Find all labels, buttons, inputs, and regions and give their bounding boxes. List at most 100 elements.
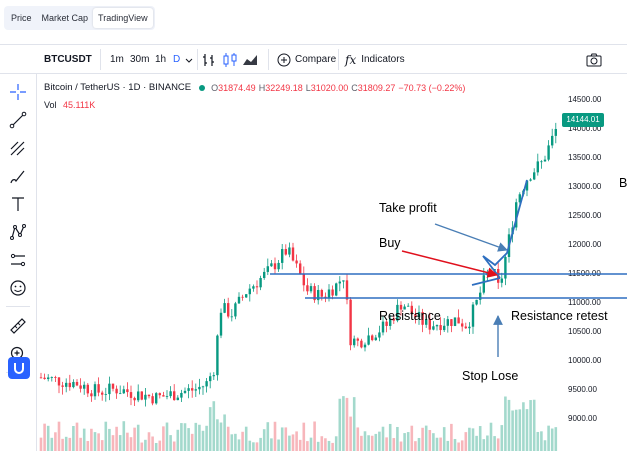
magnet-tool[interactable] — [8, 357, 30, 379]
candle-body — [353, 338, 356, 346]
chart-legend: Bitcoin / TetherUS · 1D · BINANCE O 31874… — [44, 82, 465, 93]
forecast-tool[interactable] — [8, 250, 28, 270]
pattern-tool[interactable] — [8, 222, 28, 242]
close-value: 31809.27 — [357, 82, 396, 93]
interval-1m[interactable]: 1m — [110, 54, 124, 65]
candle-body — [43, 377, 46, 380]
candle-body — [65, 382, 68, 387]
candles-button[interactable] — [222, 45, 238, 74]
price-tick-label: 13500.00 — [568, 153, 602, 162]
volume-bar — [471, 428, 475, 451]
volume-bar — [331, 442, 334, 451]
candle-body — [50, 377, 53, 378]
trade-entry-line — [471, 277, 501, 286]
volume-bar — [306, 441, 309, 451]
interval-1d[interactable]: D — [173, 54, 181, 65]
candle-body — [482, 275, 485, 293]
area-button[interactable] — [242, 45, 258, 74]
price-tick-label: 10500.00 — [568, 327, 602, 336]
volume-bar — [126, 432, 129, 451]
volume-bar — [180, 423, 183, 451]
candle-body — [86, 384, 89, 394]
tab-price[interactable]: Price — [11, 13, 32, 23]
candle-body — [345, 280, 349, 300]
volume-bar — [507, 399, 511, 451]
candle-body — [439, 325, 442, 331]
candle-body — [198, 386, 201, 390]
volume-bar — [345, 397, 349, 451]
volume-bar — [450, 423, 453, 451]
volume-bar — [93, 432, 97, 451]
candle-body — [309, 286, 313, 292]
price-tick-label: 14000.00 — [568, 124, 602, 133]
drawings — [270, 179, 627, 357]
volume-bar — [363, 431, 367, 451]
candle-body — [320, 289, 323, 297]
crosshair-tool[interactable] — [8, 82, 28, 102]
candle-body — [432, 326, 435, 330]
volume-bar — [349, 416, 352, 451]
volume-bar — [262, 429, 266, 451]
screenshot-button[interactable] — [586, 45, 602, 74]
volume-bar — [493, 436, 496, 451]
volume-bar — [410, 425, 414, 451]
candle-body — [97, 384, 100, 393]
ruler-tool[interactable] — [8, 316, 28, 336]
vol-label: Vol — [44, 100, 57, 110]
volume-bar — [90, 428, 93, 451]
volume-bar — [208, 407, 212, 451]
candle-body — [425, 319, 428, 325]
indicators-label: Indicators — [361, 54, 405, 65]
bar-chart-button[interactable] — [202, 45, 216, 74]
candle-body — [536, 161, 539, 173]
interval-dropdown[interactable] — [185, 45, 193, 74]
interval-1h[interactable]: 1h — [155, 54, 167, 65]
volume-bar — [381, 426, 385, 451]
trade-path-line — [482, 179, 528, 279]
indicators-button[interactable]: fx Indicators — [345, 45, 405, 74]
candle-body — [230, 316, 233, 318]
price-chart[interactable]: 14500.00 14000.00 13500.00 13000.00 12500.00… — [37, 75, 627, 451]
volume-bar — [385, 437, 388, 451]
trendline-tool[interactable] — [8, 110, 28, 130]
candle-body — [104, 394, 107, 395]
volume-bar — [421, 427, 424, 451]
brush-icon — [10, 170, 25, 184]
fib-tool[interactable] — [8, 138, 28, 158]
candle-body — [504, 256, 507, 279]
compare-button[interactable]: Compare — [277, 45, 336, 74]
volume-bar — [259, 437, 262, 451]
candle-body — [252, 286, 255, 289]
volume-bar — [504, 396, 507, 451]
candle-body — [381, 321, 385, 333]
volume-bar — [500, 425, 504, 451]
tab-tradingview[interactable]: TradingView — [93, 8, 153, 28]
fib-icon — [10, 141, 25, 156]
candle-body — [284, 249, 287, 255]
candle-body — [248, 288, 251, 295]
emoji-tool[interactable] — [8, 278, 28, 298]
interval-30m[interactable]: 30m — [130, 54, 150, 65]
candle-body — [453, 317, 457, 327]
volume-bar — [360, 435, 363, 451]
candle-body — [61, 385, 64, 387]
volume-bar — [554, 427, 558, 451]
volume-bar — [284, 427, 288, 451]
toolbar-divider — [268, 49, 269, 70]
candle-body — [119, 393, 122, 395]
last-price-badge: 14144.01 — [562, 113, 604, 127]
candle-body — [356, 338, 359, 341]
text-tool[interactable] — [8, 194, 28, 214]
volume-bar — [212, 401, 216, 451]
volume-bar — [460, 440, 464, 451]
candle-body — [169, 391, 172, 397]
volume-bar — [518, 409, 522, 451]
volume-bar — [118, 435, 122, 451]
brush-tool[interactable] — [8, 166, 28, 186]
tab-market-cap[interactable]: Market Cap — [41, 13, 89, 23]
volume-bar — [216, 419, 219, 451]
candle-body — [374, 337, 377, 341]
symbol-search[interactable]: BTCUSDT — [44, 54, 92, 65]
volume-bar — [536, 431, 540, 451]
buy-label: Buy — [379, 236, 401, 250]
